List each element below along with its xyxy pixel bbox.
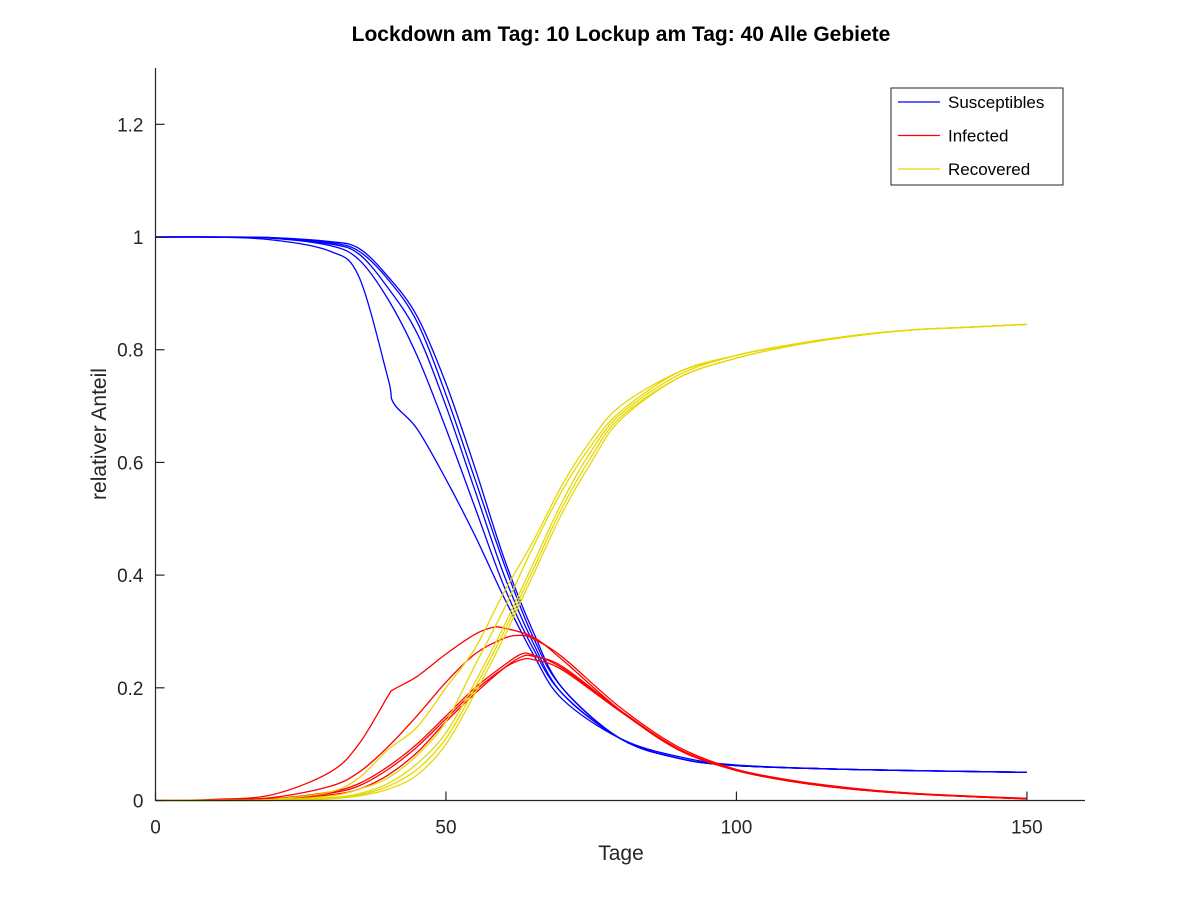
series-line-susceptibles-1 [155, 236, 1027, 773]
series-line-susceptibles-0 [155, 236, 1027, 773]
legend-label-infected: Infected [948, 127, 1009, 146]
series-line-recovered-10 [155, 323, 1027, 802]
y-tick-label: 0 [133, 792, 144, 813]
series-line-infected-7 [155, 652, 1027, 802]
series-line-infected-5 [155, 626, 1027, 802]
chart-title: Lockdown am Tag: 10 Lockup am Tag: 40 Al… [352, 23, 891, 46]
x-tick-label: 150 [1011, 818, 1043, 839]
x-tick-label: 50 [435, 818, 456, 839]
series-line-infected-8 [155, 657, 1027, 802]
series-line-susceptibles-2 [155, 236, 1027, 773]
y-tick-label: 0.6 [117, 453, 143, 474]
legend-label-recovered: Recovered [948, 160, 1030, 179]
x-tick-label: 0 [150, 818, 161, 839]
y-tick-label: 0.2 [117, 679, 143, 700]
series-line-recovered-14 [155, 323, 1027, 802]
x-tick-label: 100 [721, 818, 753, 839]
series-line-recovered-11 [155, 323, 1027, 802]
series-line-susceptibles-3 [155, 236, 1027, 773]
y-tick-label: 1 [133, 228, 144, 249]
series-line-recovered-12 [155, 323, 1027, 802]
series-line-infected-9 [155, 654, 1027, 802]
series-layer [155, 236, 1027, 802]
x-ticks: 0 50 100 150 [150, 791, 1043, 839]
series-line-recovered-13 [155, 323, 1027, 802]
y-tick-label: 0.8 [117, 341, 143, 362]
x-axis-label: Tage [598, 842, 644, 865]
y-ticks: 0 0.2 0.4 0.6 0.8 1 1.2 [117, 115, 165, 813]
y-tick-label: 0.4 [117, 566, 144, 587]
series-line-susceptibles-4 [155, 236, 1027, 773]
y-axis-label: relativer Anteil [88, 368, 111, 500]
series-line-infected-6 [155, 634, 1027, 802]
legend-label-susceptibles: Susceptibles [948, 93, 1044, 112]
y-tick-label: 1.2 [117, 115, 143, 136]
legend: Susceptibles Infected Recovered [890, 87, 1064, 186]
